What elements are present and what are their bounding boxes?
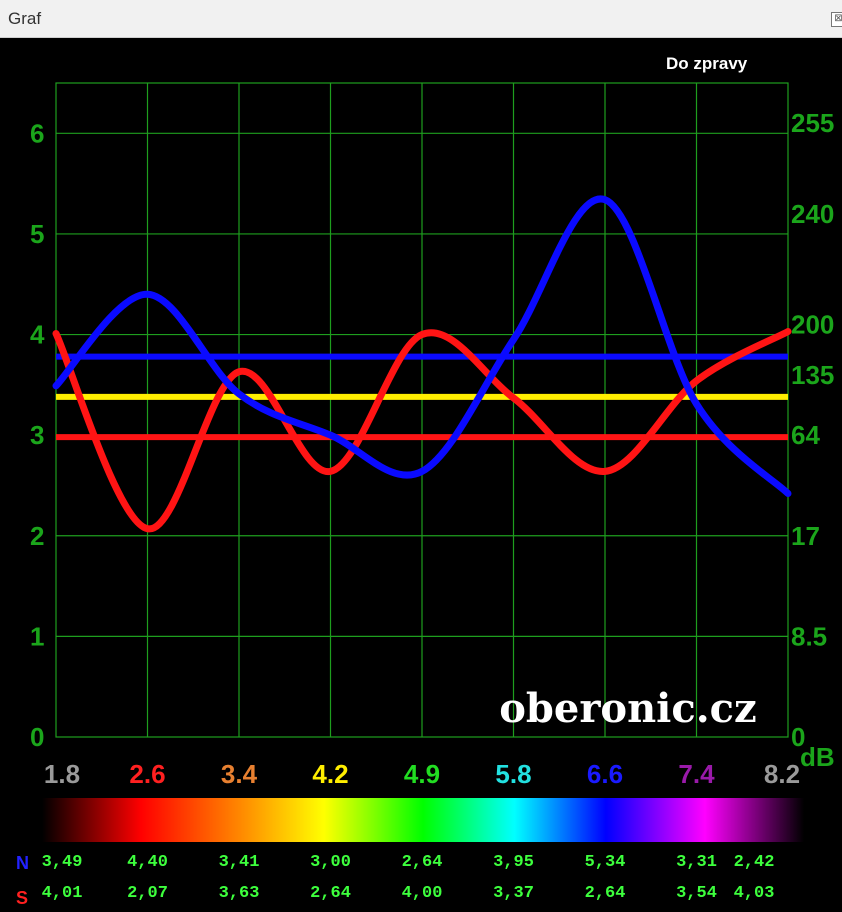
watermark-text: oberonic.cz — [499, 685, 756, 732]
y2-tick-label: 8.5 — [791, 621, 827, 651]
value-cell: 3,00 — [310, 853, 351, 872]
value-cell: 3,63 — [218, 884, 260, 903]
y-tick-label: 6 — [30, 118, 44, 148]
series-line-n — [52, 195, 792, 498]
x-axis: 1.8 2.6 3.4 4.2 4.9 5.8 6.6 7.4 8.2 — [44, 759, 800, 789]
value-cell: 3,37 — [493, 884, 534, 903]
value-cell: 4,01 — [41, 884, 83, 903]
value-cell: 4,03 — [733, 884, 775, 903]
x-tick-label: 3.4 — [221, 759, 258, 789]
y-tick-label: 0 — [30, 722, 44, 752]
y2-tick-label: 200 — [791, 309, 834, 339]
value-cell: 2,64 — [584, 884, 626, 903]
x-tick-label: 5.8 — [495, 759, 531, 789]
value-cell: 4,40 — [127, 853, 168, 872]
y-tick-label: 1 — [30, 621, 44, 651]
window-titlebar: Graf ⊠ — [0, 0, 842, 38]
reference-lines — [56, 353, 788, 441]
y2-tick-label: 135 — [791, 360, 834, 390]
x-tick-label: 4.9 — [404, 759, 440, 789]
x-tick-label: 1.8 — [44, 759, 80, 789]
y2-tick-label: 64 — [791, 420, 820, 450]
value-cell: 3,31 — [676, 853, 717, 872]
x-tick-label: 4.2 — [312, 759, 348, 789]
value-cell: 5,34 — [584, 853, 626, 872]
x-tick-label: 8.2 — [764, 759, 800, 789]
y-axis-left: 0 1 2 3 4 5 6 — [30, 118, 45, 752]
value-cell: 3,41 — [218, 853, 260, 872]
spectrum-bar — [42, 798, 804, 842]
row-label-n: N — [16, 853, 29, 873]
grid — [55, 82, 789, 738]
value-cell: 2,64 — [401, 853, 443, 872]
value-cell: 3,49 — [41, 853, 83, 872]
value-cell: 2,07 — [127, 884, 168, 903]
y2-tick-label: 17 — [791, 521, 820, 551]
close-icon[interactable]: ⊠ — [831, 12, 842, 27]
y-axis-right: 0 8.5 17 64 135 200 240 255 dB — [791, 108, 835, 772]
value-cell: 3,54 — [676, 884, 717, 903]
series-lines — [52, 195, 792, 533]
y2-tick-label: 0 — [791, 722, 805, 752]
row-label-s: S — [16, 888, 29, 908]
y-tick-label: 3 — [30, 420, 44, 450]
y-tick-label: 5 — [30, 219, 44, 249]
value-cell: 4,00 — [401, 884, 443, 903]
do-zpravy-button[interactable]: Do zpravy — [666, 54, 748, 73]
y-tick-label: 2 — [30, 521, 44, 551]
value-cell: 3,95 — [493, 853, 534, 872]
window-title: Graf — [8, 9, 42, 28]
value-cell: 2,64 — [310, 884, 351, 903]
x-tick-label: 6.6 — [587, 759, 623, 789]
value-cell: 2,42 — [733, 853, 775, 872]
y-tick-label: 4 — [30, 320, 45, 350]
x-tick-label: 7.4 — [678, 759, 715, 789]
y2-axis-unit: dB — [800, 742, 835, 772]
series-line-s — [52, 328, 792, 533]
x-tick-label: 2.6 — [129, 759, 165, 789]
y2-tick-label: 255 — [791, 108, 834, 138]
y2-tick-label: 240 — [791, 199, 834, 229]
